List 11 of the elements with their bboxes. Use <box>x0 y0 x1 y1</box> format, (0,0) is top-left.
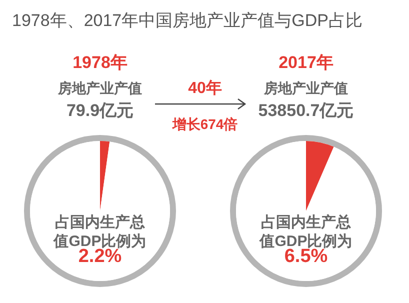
text: 40年 <box>187 78 223 99</box>
text: 79.9亿元 <box>66 101 134 120</box>
chart-subtitle: 房地产业产值 <box>58 80 142 96</box>
chart-subtitle: 房地产业产值 <box>264 80 348 96</box>
text: 占国内生产总值GDP比例为 <box>52 213 148 250</box>
chart-title: 1978年 <box>72 52 128 74</box>
text: 53850.7亿元 <box>258 101 354 120</box>
text: 增长674倍 <box>171 116 239 134</box>
text: 占国内生产总值GDP比例为 <box>258 213 354 250</box>
text: 1978年、2017年中国房地产业产值与GDP占比 <box>12 10 362 32</box>
chart-title: 2017年 <box>278 52 334 74</box>
